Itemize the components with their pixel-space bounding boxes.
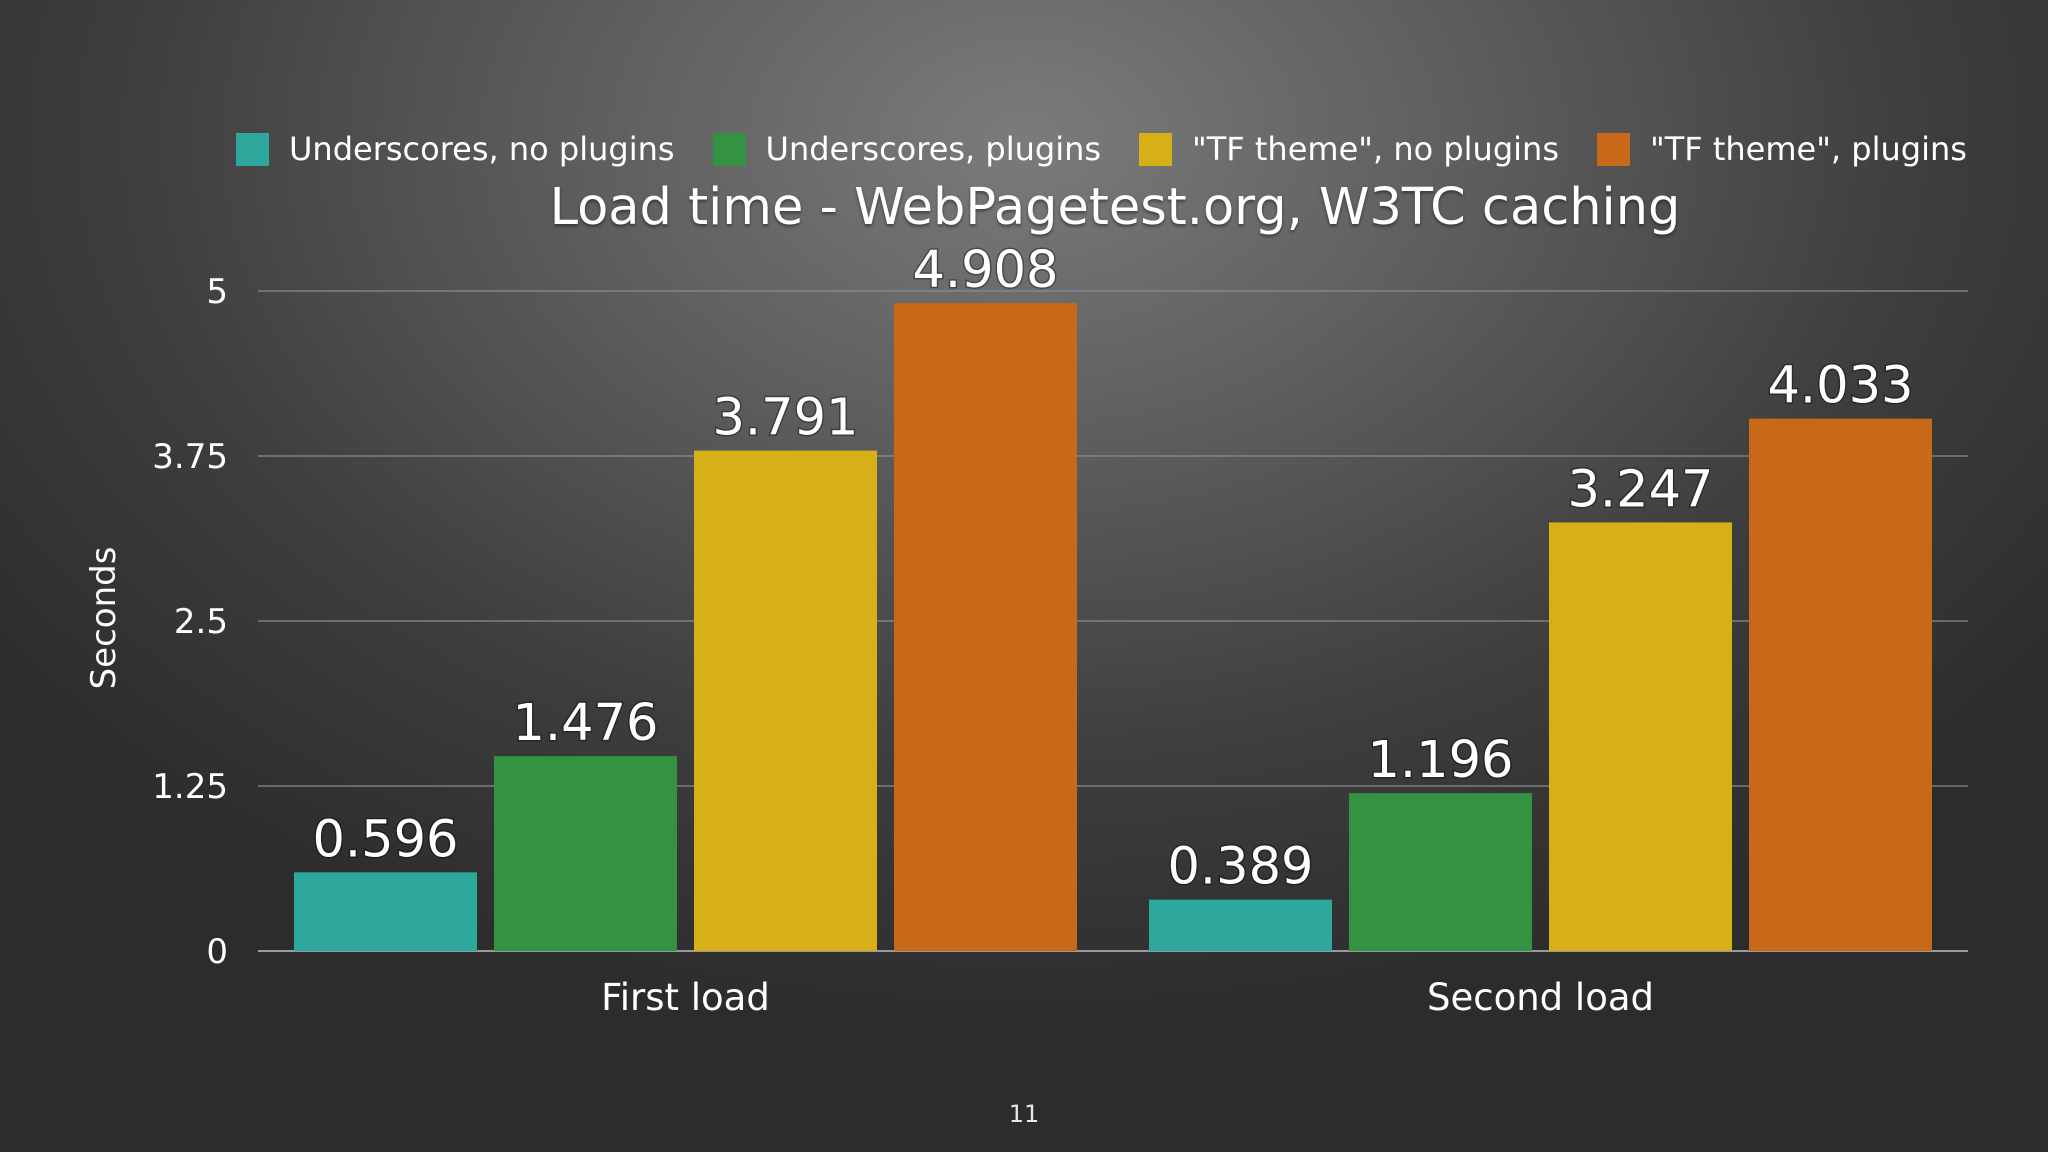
legend-label: "TF theme", plugins — [1649, 130, 1967, 168]
y-tick-label: 5 — [206, 272, 228, 312]
chart-title: Load time - WebPagetest.org, W3TC cachin… — [549, 178, 1681, 237]
bar — [1749, 418, 1932, 951]
page-number: 11 — [1008, 1100, 1040, 1128]
bar — [494, 756, 677, 951]
bar — [694, 450, 877, 951]
x-tick-label: Second load — [1427, 976, 1654, 1019]
legend-item: "TF theme", plugins — [1596, 130, 1967, 168]
x-axis-ticks: First load Second load — [601, 976, 1654, 1019]
x-tick-label: First load — [601, 976, 770, 1019]
data-label: 3.791 — [712, 389, 858, 448]
data-label: 0.596 — [312, 810, 458, 869]
y-tick-label: 2.5 — [174, 602, 228, 642]
legend-swatch — [712, 132, 746, 166]
data-labels: 0.596 1.476 3.791 4.908 0.389 1.196 3.247 4.033 — [311, 240, 1915, 899]
data-label: 4.033 — [1767, 357, 1913, 416]
data-label: 0.389 — [1167, 838, 1313, 897]
legend-swatch — [1139, 132, 1173, 166]
legend-swatch — [236, 132, 269, 166]
legend-label: "TF theme", no plugins — [1192, 130, 1559, 168]
data-label: 1.196 — [1367, 731, 1513, 790]
data-label: 3.247 — [1567, 460, 1713, 519]
legend-swatch — [1596, 132, 1630, 166]
bar — [894, 303, 1077, 951]
data-label: 1.476 — [512, 694, 658, 753]
y-tick-label: 1.25 — [152, 767, 228, 807]
bar — [1549, 522, 1732, 951]
bars — [294, 303, 1932, 951]
y-axis-label: Seconds — [84, 546, 124, 690]
data-label: 4.908 — [912, 241, 1058, 300]
legend-label: Underscores, plugins — [765, 130, 1102, 168]
bar — [1149, 899, 1332, 951]
y-tick-label: 0 — [206, 932, 228, 972]
legend-item: Underscores, plugins — [712, 130, 1102, 168]
legend-item: "TF theme", no plugins — [1139, 130, 1559, 168]
legend-item: Underscores, no plugins — [236, 130, 675, 168]
bar — [294, 872, 477, 951]
y-tick-label: 3.75 — [152, 437, 228, 477]
legend: Underscores, no plugins Underscores, plu… — [236, 130, 2005, 168]
y-axis-ticks: 0 1.25 2.5 3.75 5 — [152, 272, 228, 972]
legend-label: Underscores, no plugins — [289, 130, 675, 168]
bar — [1349, 793, 1532, 951]
